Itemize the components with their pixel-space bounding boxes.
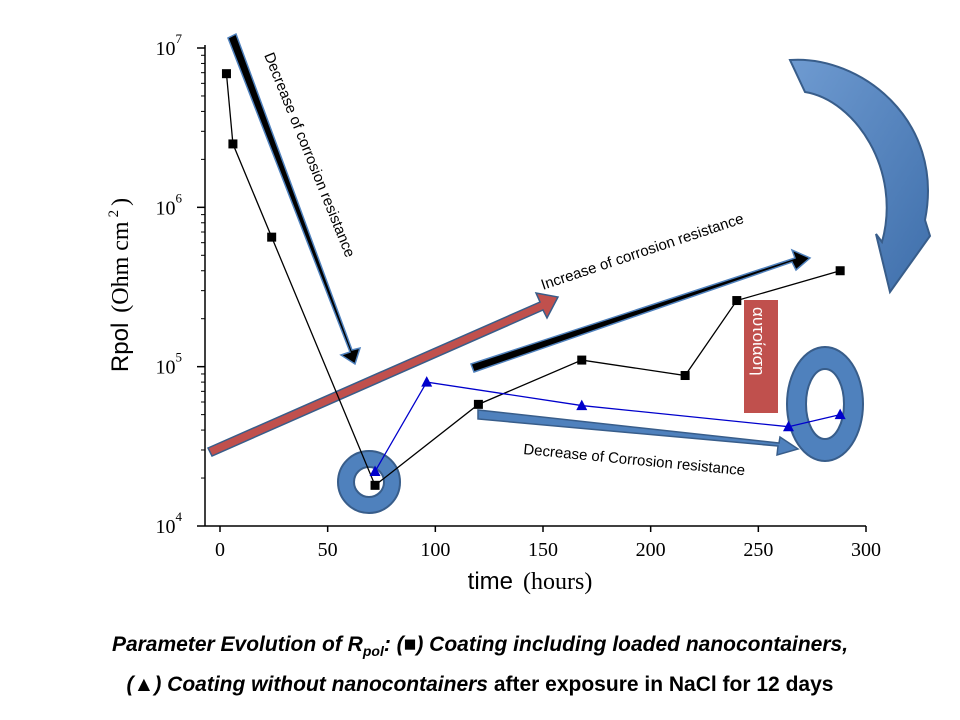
data-point-triangle	[834, 408, 846, 420]
data-point-square	[835, 266, 845, 276]
blue-decrease-arrow	[477, 409, 800, 457]
x-tick-group: 0 50 100 150 200 250 300	[215, 526, 881, 561]
annotation-decrease-bottom: Decrease of Corrosion resistance	[523, 441, 746, 479]
data-point-square	[221, 69, 231, 79]
x-tick-label: 200	[636, 539, 666, 561]
y-axis-label-unit: (Ohm cm	[108, 221, 134, 313]
square-symbol: ■	[403, 633, 417, 656]
caption-line-2: (▲) Coating without nanocontainers after…	[0, 668, 960, 701]
black-decrease-arrow	[227, 32, 362, 366]
blue-curved-arrow	[788, 58, 932, 295]
x-tick-label: 300	[851, 539, 881, 561]
annotation-increase: Increase of corrosion resistance	[539, 210, 746, 294]
x-tick-label: 250	[743, 539, 773, 561]
caption-part: : (	[383, 633, 404, 656]
x-axis-label: time (hours)	[468, 568, 593, 595]
y-axis-label-main: Rpol	[107, 323, 134, 372]
caption-part: ) Coating without nanocontainers	[154, 673, 488, 697]
plot-axes	[204, 45, 866, 527]
y-tick-label: 105	[156, 350, 183, 379]
y-axis-label: Rpol (Ohm cm 2 )	[105, 198, 134, 372]
y-axis-label-close: )	[108, 198, 134, 206]
ring-marker-end	[786, 346, 864, 462]
data-point-square	[267, 232, 277, 242]
y-tick-label: 106	[156, 190, 183, 219]
annotation-self-healing: αυτοίαση	[749, 307, 768, 376]
x-tick-label: 50	[318, 539, 338, 561]
triangle-symbol: ▲	[133, 673, 155, 697]
x-tick-label: 0	[215, 539, 225, 561]
data-point-square	[732, 296, 742, 306]
x-axis-label-main: time	[468, 568, 513, 595]
annotation-shapes	[206, 32, 932, 514]
data-point-square	[473, 399, 483, 409]
series-layer	[221, 69, 846, 490]
red-increase-arrow	[206, 292, 560, 457]
caption-part: after exposure in NaCl for 12 days	[487, 673, 834, 697]
ring-marker-minimum	[337, 450, 401, 514]
data-point-square	[228, 139, 238, 149]
self-healing-box	[744, 300, 778, 413]
data-point-square	[577, 355, 587, 365]
y-tick-label: 107	[156, 31, 183, 60]
data-point-triangle	[576, 399, 588, 411]
data-point-square	[370, 480, 380, 490]
x-tick-label: 100	[420, 539, 450, 561]
y-tick-group: 104 105 106 107	[156, 31, 205, 538]
caption-line-1: Parameter Evolution of Rpol: (■) Coating…	[0, 628, 960, 668]
x-axis-label-unit: (hours)	[523, 569, 592, 595]
caption-part: Parameter Evolution of R	[111, 633, 363, 656]
caption-part: ) Coating including loaded nanocontainer…	[416, 633, 849, 656]
x-tick-label: 150	[528, 539, 558, 561]
data-point-triangle	[369, 465, 381, 476]
caption-part: (	[126, 673, 134, 697]
data-point-triangle	[421, 376, 433, 387]
data-point-triangle	[782, 420, 794, 432]
caption-sub: pol	[362, 643, 384, 660]
figure-caption: Parameter Evolution of Rpol: (■) Coating…	[0, 628, 960, 701]
y-tick-label: 104	[156, 509, 183, 538]
black-increase-arrow	[470, 248, 812, 373]
y-axis-label-sup: 2	[106, 210, 122, 218]
data-point-square	[680, 371, 690, 381]
